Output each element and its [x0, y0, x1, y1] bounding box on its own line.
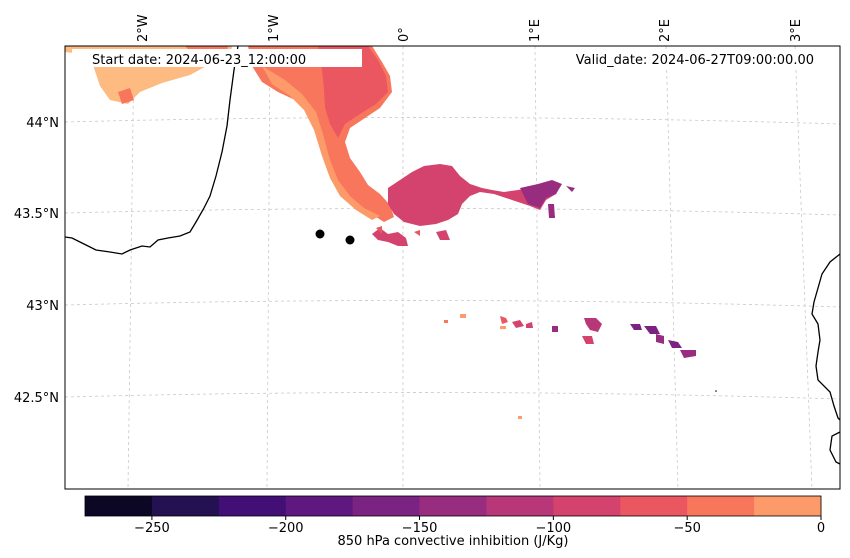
valid-date-box — [548, 49, 836, 67]
cin-blob-tail-dark — [520, 180, 562, 208]
lon-label-1w: 1°W — [267, 14, 282, 42]
colorbar-label: 850 hPa convective inhibition (J/Kg) — [338, 534, 569, 549]
cin-blob-spot-1 — [548, 204, 555, 218]
cin-small-south-3 — [436, 230, 450, 240]
lat-label-43n: 43°N — [26, 299, 59, 314]
cin-cell-14 — [680, 350, 696, 358]
cin-band-sliver — [262, 66, 380, 220]
coastlines — [64, 45, 841, 465]
parallel-43n — [64, 300, 841, 308]
cin-cell-3 — [500, 316, 508, 324]
meridian-3e — [794, 45, 813, 490]
latitude-labels: 44°N 43.5°N 43°N 42.5°N — [14, 116, 59, 406]
map-background — [65, 46, 840, 489]
colorbar-tick-label: −250 — [134, 521, 170, 536]
cin-small-south-2 — [376, 226, 382, 234]
valid-date-label: Valid_date: 2024-06-27T09:00:00.00 — [576, 53, 814, 68]
cin-cell-7 — [584, 318, 602, 332]
cin-blob-center — [388, 164, 560, 226]
longitude-labels: 2°W 1°W 0° 1°E 2°E 3°E — [136, 14, 804, 42]
cin-cell-15 — [518, 416, 522, 419]
colorbar-segment — [687, 496, 755, 516]
colorbar-segment — [352, 496, 421, 516]
cin-cell-12 — [656, 334, 664, 344]
colorbar-frame — [84, 495, 822, 517]
colorbar: −250 −200 −150 −100 −50 0 — [84, 495, 825, 536]
lon-label-2w: 2°W — [136, 14, 151, 42]
colorbar-tick-label: −100 — [536, 521, 572, 536]
colorbar-segment — [285, 496, 354, 516]
cin-cell-11 — [644, 326, 660, 334]
station-dot — [715, 390, 717, 392]
colorbar-tick-label: 0 — [817, 521, 825, 536]
cin-cell-5 — [526, 322, 533, 328]
parallel-43-5n — [64, 208, 841, 216]
cin-cell-2 — [444, 320, 448, 323]
colorbar-segment — [486, 496, 554, 516]
cin-cell-13 — [668, 340, 682, 348]
lat-label-42-5n: 42.5°N — [14, 391, 59, 406]
meridian-2w — [127, 45, 135, 490]
colorbar-segment — [151, 496, 220, 516]
colorbar-tick-label: −50 — [673, 521, 700, 536]
colorbar-segment — [620, 496, 688, 516]
lat-label-44n: 44°N — [26, 116, 59, 131]
lat-label-43-5n: 43.5°N — [14, 207, 59, 222]
cin-patch-northwest-spot — [118, 88, 134, 104]
cin-cell-1 — [460, 314, 466, 318]
cin-cell-8 — [582, 336, 594, 344]
station-marker — [345, 235, 355, 245]
start-date-label: Start date: 2024-06-23_12:00:00 — [92, 53, 306, 68]
cin-cell-10 — [630, 324, 642, 330]
colorbar-segment — [85, 496, 153, 516]
cin-blob-spot-2 — [566, 186, 575, 192]
cin-cell-6 — [552, 326, 558, 332]
cin-cell-9 — [500, 326, 506, 329]
colorbar-tick-label: −200 — [268, 521, 304, 536]
parallel-42-5n — [64, 392, 841, 400]
meridian-1e — [534, 45, 541, 490]
lon-label-2e: 2°E — [658, 19, 673, 42]
colorbar-segment — [218, 496, 287, 516]
lon-label-1e: 1°E — [528, 19, 543, 42]
coastline-west — [64, 45, 239, 255]
colorbar-segment — [553, 496, 621, 516]
map-frame — [64, 45, 841, 490]
graticule — [64, 45, 841, 490]
cin-cell-4 — [512, 320, 524, 328]
meridian-2e — [665, 45, 679, 490]
colorbar-tick-label: −150 — [402, 521, 438, 536]
colorbar-segment — [419, 496, 487, 516]
parallel-44n — [64, 117, 841, 125]
lon-label-3e: 3°E — [789, 19, 804, 42]
colorbar-segment — [754, 496, 822, 516]
lon-label-0: 0° — [397, 27, 412, 42]
station-marker — [315, 229, 325, 239]
cin-small-south-4 — [414, 230, 420, 236]
meridian-1w — [266, 45, 271, 490]
start-date-box — [72, 49, 362, 67]
coastline-east — [811, 253, 841, 465]
cin-band-inner — [318, 46, 388, 138]
